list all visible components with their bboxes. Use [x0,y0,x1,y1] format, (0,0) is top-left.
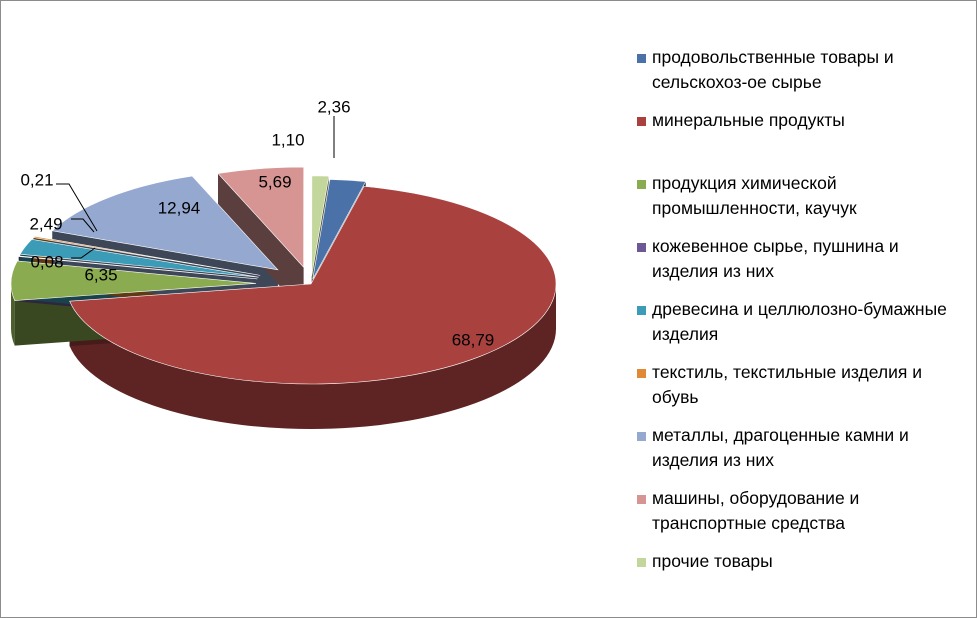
pie-slice [311,175,330,276]
legend-item: текстиль, текстильные изделия и обувь [637,360,952,410]
legend-label: древесина и целлюлозно-бумажные изделия [652,299,947,344]
data-label: 1,10 [271,130,304,149]
legend-swatch [637,243,646,252]
legend-label: металлы, драгоценные камни и изделия из … [652,425,909,470]
legend-label: кожевенное сырье, пушнина и изделия из н… [652,236,899,281]
legend-swatch [637,117,646,126]
data-label: 0,21 [20,170,53,189]
legend-item: древесина и целлюлозно-бумажные изделия [637,297,952,347]
legend-swatch [637,54,646,63]
pie-slice [217,166,305,268]
legend-swatch [637,558,646,567]
legend-swatch [637,180,646,189]
data-label: 6,35 [84,265,117,284]
legend-item: кожевенное сырье, пушнина и изделия из н… [637,234,952,284]
legend-label: продукция химической промышленности, кау… [652,173,857,218]
pie-slice [312,179,367,280]
legend-item: продовольственные товары и сельскохоз-ое… [637,45,952,95]
legend-item: машины, оборудование и транспортные сред… [637,486,952,536]
data-label: 5,69 [258,172,291,191]
legend-label: продовольственные товары и сельскохоз-ое… [652,47,894,92]
data-label: 68,79 [452,330,495,349]
pie-slice [69,186,557,385]
data-label: 2,49 [29,214,62,233]
legend-label: машины, оборудование и транспортные сред… [652,488,860,533]
legend-swatch [637,495,646,504]
pie-slice [51,175,279,271]
leader-line [71,247,96,259]
legend-label: минеральные продукты [652,110,845,130]
data-label: 2,36 [317,97,350,116]
legend-item: прочие товары [637,549,952,574]
leader-line [71,218,95,233]
legend-label: прочие товары [652,551,773,571]
pie-slice [18,255,258,280]
pie-slice [32,236,261,276]
legend-swatch [637,306,646,315]
legend-item: продукция химической промышленности, кау… [637,171,952,221]
leader-line [56,183,98,232]
data-label: 12,94 [158,198,201,217]
pie-slice [19,239,259,278]
data-label: 0,08 [30,252,63,271]
legend-swatch [637,432,646,441]
legend-label: текстиль, текстильные изделия и обувь [652,362,922,407]
pie-slice [10,260,257,301]
legend-swatch [637,369,646,378]
legend-item: металлы, драгоценные камни и изделия из … [637,423,952,473]
legend-item: минеральные продукты [637,108,952,133]
